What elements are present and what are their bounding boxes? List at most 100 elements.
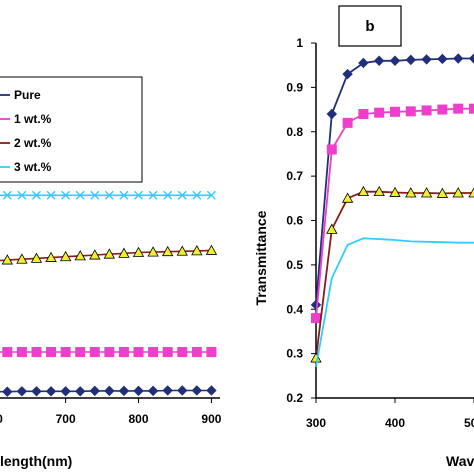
panel-b-y-tick-label: 0.9 bbox=[286, 80, 303, 94]
panel-b-data-point bbox=[468, 187, 474, 198]
panel-a-series-3 bbox=[0, 244, 218, 265]
panel-a-data-point bbox=[90, 190, 100, 200]
panel-b-data-point bbox=[421, 105, 432, 116]
panel-a-data-point bbox=[2, 190, 12, 200]
panel-a-data-point bbox=[30, 252, 43, 263]
panel-a-data-point bbox=[147, 385, 159, 397]
panel-a-data-point bbox=[163, 190, 173, 200]
panel-b-y-tick-label: 0.3 bbox=[286, 347, 303, 361]
panel-a-data-point bbox=[205, 244, 218, 255]
panel-b-data-point bbox=[436, 187, 449, 198]
panel-b-data-point bbox=[390, 106, 400, 117]
panel-a-data-point bbox=[191, 347, 202, 358]
panel-b-series-line bbox=[315, 190, 474, 359]
panel-a-data-point bbox=[74, 250, 86, 261]
panel-a-data-point bbox=[133, 385, 144, 397]
panel-a-data-point bbox=[191, 245, 203, 256]
panel-b-data-point bbox=[405, 106, 416, 117]
panel-a-data-point bbox=[177, 347, 188, 358]
panel-a-data-point bbox=[176, 245, 188, 256]
panel-a-data-point bbox=[75, 347, 86, 358]
panel-a-series-4 bbox=[0, 190, 216, 200]
panel-a-data-point bbox=[134, 190, 144, 200]
panel-b-data-point bbox=[437, 104, 448, 115]
panel-b-label-box bbox=[338, 5, 402, 47]
panel-b-y-tick-label: 0.7 bbox=[286, 169, 303, 183]
panel-b-data-point bbox=[421, 54, 432, 65]
panel-b-series-line bbox=[315, 57, 474, 305]
panel-b-data-point bbox=[310, 299, 322, 311]
panel-b-y-ticks: 0.2 0.3 0.4 0.5 0.6 0.7 0.8 0.9 1 bbox=[286, 36, 316, 405]
panel-b-data-point bbox=[452, 53, 464, 64]
panel-a-data-point bbox=[148, 190, 158, 200]
panel-a-data-point bbox=[148, 347, 159, 358]
panel-b-label: b bbox=[365, 18, 374, 35]
panel-a-data-point bbox=[104, 190, 114, 200]
panel-b-y-tick-label: 0.4 bbox=[286, 302, 303, 316]
panel-b-series-3 bbox=[310, 185, 474, 363]
panel-a-data-point bbox=[147, 246, 159, 257]
panel-a-data-point bbox=[2, 347, 13, 358]
panel-a-data-point bbox=[2, 386, 13, 397]
panel-a-data-point bbox=[31, 190, 41, 200]
panel-b-data-point bbox=[374, 107, 385, 118]
panel-b-data-point bbox=[468, 53, 474, 64]
panel-a-data-point bbox=[60, 347, 71, 358]
panel-a-data-point bbox=[75, 190, 85, 200]
legend-box bbox=[0, 76, 143, 183]
panel-b-series bbox=[310, 53, 474, 368]
legend-label: 1 wt.% bbox=[14, 112, 52, 126]
panel-a-data-point bbox=[45, 251, 57, 262]
panel-a-data-point bbox=[162, 385, 173, 396]
panel-b-data-point bbox=[326, 223, 338, 234]
panel-b-data-point bbox=[358, 109, 369, 119]
panel-b-series-4 bbox=[315, 237, 474, 368]
panel-a-data-point bbox=[162, 245, 174, 257]
panel-a-data-point bbox=[132, 246, 145, 257]
panel-b: 0.2 0.3 0.4 0.5 0.6 0.7 0.8 0.9 1 300 400 500 Tran… bbox=[253, 5, 474, 469]
panel-b-series-line bbox=[315, 237, 474, 368]
panel-b-data-point bbox=[452, 187, 464, 198]
panel-b-data-point bbox=[342, 117, 353, 128]
panel-a-data-point bbox=[16, 347, 27, 358]
panel-a-data-point bbox=[206, 347, 217, 358]
panel-b-data-point bbox=[357, 185, 370, 197]
panel-b-y-tick-label: 0.5 bbox=[286, 258, 303, 272]
panel-b-data-point bbox=[342, 68, 353, 80]
panel-a-data-point bbox=[46, 347, 57, 358]
panel-a-data-point bbox=[118, 385, 130, 397]
panel-b-series-2 bbox=[311, 103, 474, 324]
panel-a-data-point bbox=[191, 385, 203, 396]
legend-label: 2 wt.% bbox=[14, 136, 52, 150]
panel-b-data-point bbox=[389, 186, 401, 197]
panel-b-data-point bbox=[358, 57, 369, 69]
panel-b-data-point bbox=[326, 108, 338, 120]
panel-a-data-point bbox=[104, 385, 115, 397]
panel-a-data-point bbox=[206, 190, 216, 200]
panel-a-x-tick-label: 800 bbox=[129, 412, 149, 426]
panel-a-data-point bbox=[192, 190, 202, 200]
panel-a-x-tick-label: 600 bbox=[0, 412, 3, 426]
panel-a-series bbox=[0, 190, 218, 397]
panel-b-data-point bbox=[373, 55, 385, 66]
panel-b-data-point bbox=[373, 185, 385, 197]
panel-a-x-tick-label: 700 bbox=[56, 412, 76, 426]
panel-b-data-point bbox=[437, 53, 448, 65]
panel-a-data-point bbox=[46, 190, 56, 200]
panel-a-data-point bbox=[31, 347, 42, 358]
legend-label: Pure bbox=[14, 88, 41, 102]
panel-a-series-2 bbox=[0, 347, 217, 358]
panel-a-data-point bbox=[61, 190, 71, 200]
panel-a-data-point bbox=[60, 386, 71, 397]
panel-a-data-point bbox=[103, 248, 116, 259]
panel-a-data-point bbox=[1, 254, 13, 265]
panel-a-series-1 bbox=[0, 385, 217, 397]
panel-b-x-axis-title: Wav bbox=[446, 453, 474, 469]
panel-b-data-point bbox=[341, 192, 354, 203]
panel-b-x-ticks: 300 400 500 bbox=[306, 398, 474, 430]
panel-a: 600 700 800 900 length(nm) Pure 1 wt.% 2 wt.%… bbox=[0, 76, 222, 469]
panel-a-data-point bbox=[75, 386, 86, 397]
panel-a-data-point bbox=[45, 386, 57, 397]
panel-a-x-tick-label: 900 bbox=[201, 412, 221, 426]
